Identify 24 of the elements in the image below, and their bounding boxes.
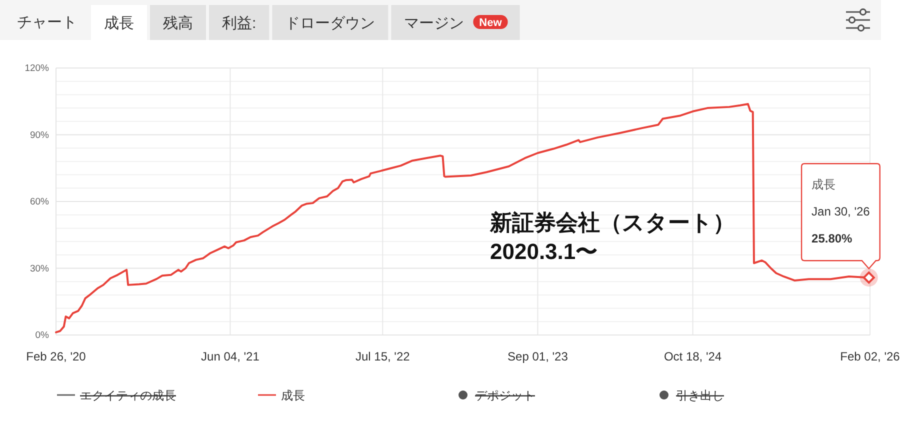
- y-tick-label: 120%: [24, 63, 50, 74]
- annotation: 成長 Jan 30, '26 25.80%: [812, 178, 870, 246]
- y-tick-label: 0%: [35, 330, 50, 342]
- y-tick-label: 90%: [30, 130, 50, 141]
- x-tick-label: Feb 26, '20: [26, 350, 86, 364]
- x-tick-label: Jun 04, '21: [201, 350, 260, 364]
- y-tick-label: 60%: [30, 196, 50, 208]
- chart-title: チャート: [17, 14, 77, 31]
- x-tick-label: Sep 01, '23: [508, 350, 568, 364]
- legend-label: デポジット: [475, 388, 535, 402]
- text: 利益:: [222, 15, 256, 32]
- legend-label: 引き出し: [676, 388, 724, 402]
- x-tick-label: Jul 15, '22: [355, 350, 410, 364]
- annotation: 新証券会社（スタート） 2020.3.1〜: [489, 210, 735, 264]
- y-tick-label: 30%: [30, 263, 50, 274]
- text: New: [479, 17, 502, 29]
- x-tick-label: Oct 18, '24: [664, 350, 722, 364]
- legend-label: エクイティの成長: [80, 388, 176, 402]
- text: マージン: [404, 15, 464, 32]
- text: 成長: [104, 15, 134, 32]
- text: 残高: [163, 15, 193, 32]
- x-tick-label: Feb 02, '26: [840, 350, 900, 364]
- legend-label: 成長: [281, 388, 305, 402]
- text: ドローダウン: [285, 15, 376, 32]
